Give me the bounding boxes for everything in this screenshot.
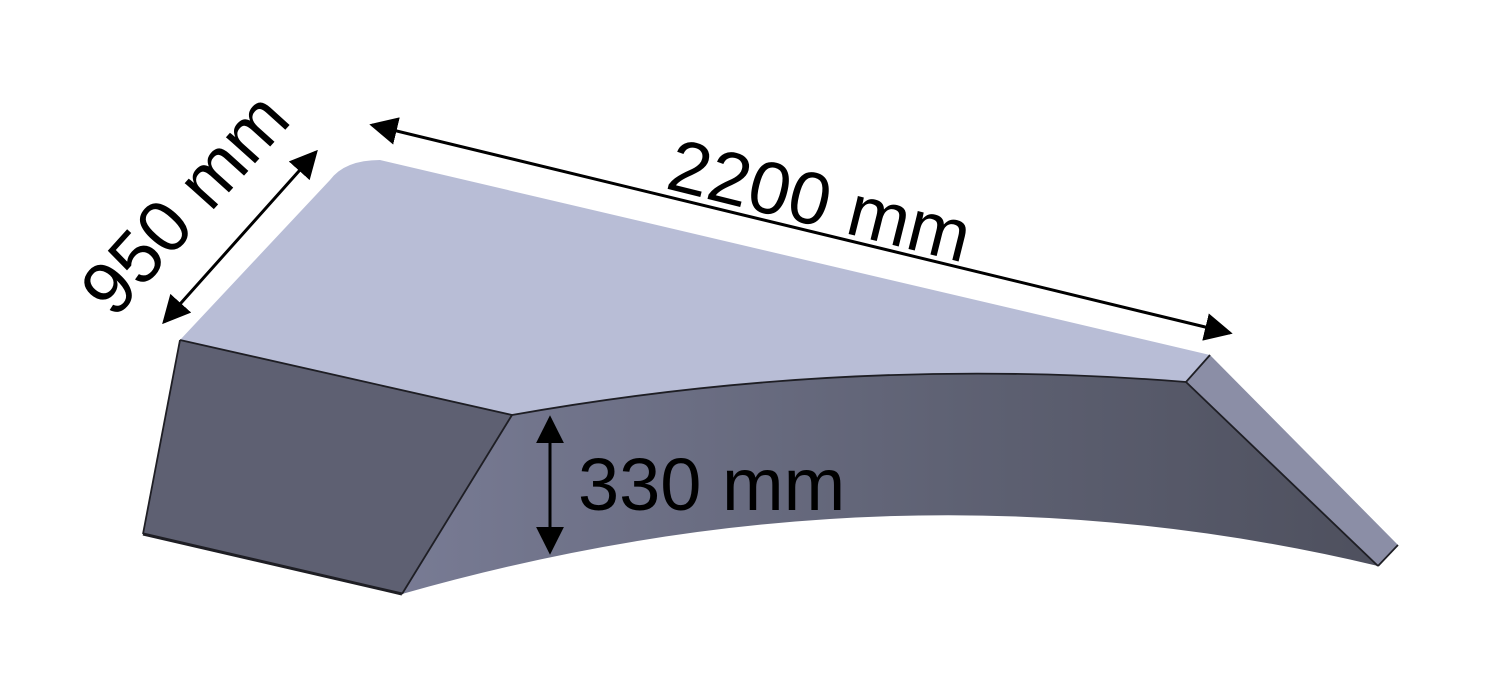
- edge-left-top: [179, 339, 513, 416]
- edge-tip-end: [1377, 544, 1399, 567]
- height-dimension-label: 330 mm: [578, 443, 845, 526]
- edge-bottom-left: [142, 532, 403, 596]
- tip-face: [1186, 355, 1398, 566]
- edge-tip-top: [1185, 354, 1211, 383]
- edge-left-vertical: [142, 339, 181, 535]
- edge-tip-front: [1185, 381, 1379, 567]
- left-end-face: [143, 340, 512, 594]
- front-face: [402, 373, 1378, 594]
- edge-front-top: [511, 372, 1187, 416]
- edge-front-left: [401, 414, 513, 595]
- length-dimension-line: [369, 117, 1233, 341]
- width-dimension-line: [162, 149, 318, 325]
